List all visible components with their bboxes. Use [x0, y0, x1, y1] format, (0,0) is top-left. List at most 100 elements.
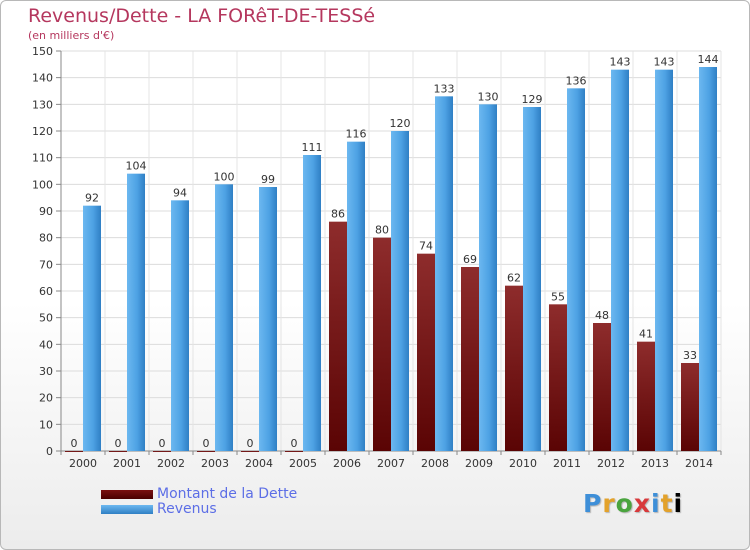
- x-tick-label: 2012: [597, 457, 625, 470]
- bar-revenue: [567, 88, 585, 451]
- y-tick-label: 120: [32, 125, 53, 138]
- x-tick-label: 2001: [113, 457, 141, 470]
- data-label-debt: 62: [507, 272, 521, 285]
- data-label-revenue: 129: [522, 93, 543, 106]
- data-label-revenue: 136: [566, 74, 587, 87]
- y-tick-label: 10: [39, 418, 53, 431]
- x-tick-label: 2010: [509, 457, 537, 470]
- bar-debt: [549, 304, 567, 451]
- y-tick-label: 20: [39, 392, 53, 405]
- bar-revenue: [83, 205, 101, 451]
- x-tick-label: 2014: [685, 457, 713, 470]
- bar-revenue: [479, 104, 497, 451]
- bar-revenue: [655, 69, 673, 452]
- y-tick-label: 0: [46, 445, 53, 458]
- data-label-revenue: 133: [434, 82, 455, 95]
- bar-revenue: [215, 184, 233, 452]
- y-tick-label: 140: [32, 72, 53, 85]
- x-tick-label: 2007: [377, 457, 405, 470]
- data-label-debt: 0: [247, 437, 254, 450]
- bar-revenue: [303, 155, 321, 451]
- x-tick-label: 2005: [289, 457, 317, 470]
- y-tick-label: 110: [32, 152, 53, 165]
- data-label-debt: 0: [71, 437, 78, 450]
- chart-subtitle: (en milliers d'€): [28, 29, 115, 42]
- data-label-debt: 48: [595, 309, 609, 322]
- data-label-debt: 0: [291, 437, 298, 450]
- y-tick-label: 40: [39, 338, 53, 351]
- data-label-debt: 33: [683, 349, 697, 362]
- bar-revenue: [699, 67, 717, 451]
- bar-debt: [329, 221, 347, 451]
- x-tick-label: 2000: [69, 457, 97, 470]
- data-label-revenue: 143: [654, 56, 675, 69]
- bar-debt: [197, 451, 215, 452]
- data-label-revenue: 92: [85, 192, 99, 205]
- bar-debt: [373, 237, 391, 451]
- y-tick-label: 130: [32, 98, 53, 111]
- data-label-revenue: 100: [214, 170, 235, 183]
- bar-debt: [593, 323, 611, 451]
- bar-revenue: [171, 200, 189, 451]
- data-label-revenue: 94: [173, 186, 187, 199]
- y-tick-label: 30: [39, 365, 53, 378]
- data-label-debt: 69: [463, 253, 477, 266]
- y-tick-label: 80: [39, 232, 53, 245]
- x-tick-label: 2004: [245, 457, 273, 470]
- x-tick-label: 2003: [201, 457, 229, 470]
- data-label-debt: 74: [419, 240, 433, 253]
- bar-revenue: [347, 141, 365, 451]
- legend-label-revenue: Revenus: [157, 501, 217, 517]
- data-label-revenue: 104: [126, 160, 147, 173]
- y-tick-label: 70: [39, 258, 53, 271]
- axes: 0 10 20 30 40 50 60 70 80 90 100 110 120 130 140 150 200…: [32, 45, 722, 470]
- legend-swatch-revenue: [101, 505, 153, 514]
- x-tick-label: 2002: [157, 457, 185, 470]
- bars: [65, 67, 717, 452]
- data-label-revenue: 144: [698, 53, 719, 66]
- x-tick-label: 2011: [553, 457, 581, 470]
- data-label-debt: 0: [115, 437, 122, 450]
- bar-debt: [505, 285, 523, 451]
- bar-debt: [681, 363, 699, 451]
- y-tick-label: 50: [39, 312, 53, 325]
- data-label-revenue: 99: [261, 173, 275, 186]
- data-label-revenue: 111: [302, 141, 323, 154]
- legend-label-debt: Montant de la Dette: [157, 486, 298, 502]
- bar-debt: [417, 253, 435, 451]
- y-tick-label: 100: [32, 178, 53, 191]
- bar-revenue: [523, 107, 541, 451]
- bar-revenue: [611, 69, 629, 452]
- data-label-revenue: 116: [346, 128, 367, 141]
- data-label-debt: 0: [203, 437, 210, 450]
- y-tick-label: 90: [39, 205, 53, 218]
- bar-debt: [285, 451, 303, 452]
- chart-title: Revenus/Dette - LA FORêT-DE-TESSé: [28, 5, 376, 27]
- y-tick-label: 150: [32, 45, 53, 58]
- bar-debt: [241, 451, 259, 452]
- bar-revenue: [435, 96, 453, 451]
- y-tick-label: 60: [39, 285, 53, 298]
- x-tick-label: 2013: [641, 457, 669, 470]
- data-label-revenue: 130: [478, 90, 499, 103]
- legend-swatch-debt: [101, 490, 153, 499]
- data-label-debt: 41: [639, 328, 653, 341]
- bar-debt: [461, 267, 479, 451]
- proxiti-logo: Proxiti: [583, 489, 684, 518]
- data-label-debt: 80: [375, 224, 389, 237]
- bar-debt: [637, 341, 655, 451]
- data-labels: 0 92 0 104 0 94 0 100 0 99 0 111 86 116 80 120 74 133 69 13…: [71, 53, 719, 450]
- bar-debt: [153, 451, 171, 452]
- bar-revenue: [391, 131, 409, 451]
- data-label-revenue: 120: [390, 117, 411, 130]
- bar-debt: [65, 451, 83, 452]
- x-tick-label: 2006: [333, 457, 361, 470]
- data-label-revenue: 143: [610, 56, 631, 69]
- x-tick-label: 2009: [465, 457, 493, 470]
- data-label-debt: 86: [331, 208, 345, 221]
- data-label-debt: 55: [551, 290, 565, 303]
- x-tick-label: 2008: [421, 457, 449, 470]
- bar-revenue: [259, 187, 277, 451]
- data-label-debt: 0: [159, 437, 166, 450]
